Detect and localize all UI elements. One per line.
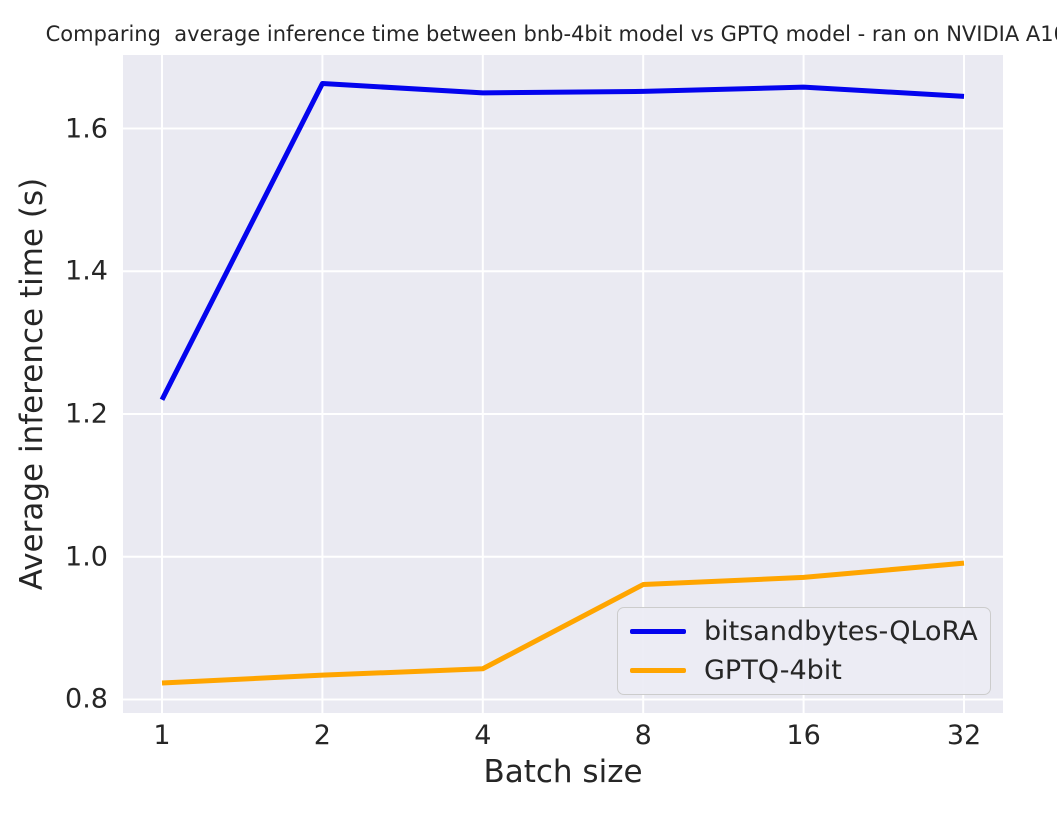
legend-label: bitsandbytes-QLoRA bbox=[704, 616, 978, 647]
x-tick-label: 16 bbox=[786, 720, 821, 751]
y-tick-label: 1.4 bbox=[65, 255, 108, 287]
y-tick-label: 0.8 bbox=[65, 683, 108, 715]
legend-item: bitsandbytes-QLoRA bbox=[630, 616, 978, 647]
y-axis-label: Average inference time (s) bbox=[14, 177, 50, 591]
x-tick-label: 32 bbox=[946, 720, 982, 751]
legend-swatch-line-icon bbox=[630, 668, 686, 673]
x-tick-label: 8 bbox=[634, 720, 652, 751]
x-tick-label: 2 bbox=[313, 720, 331, 751]
x-tick-label: 1 bbox=[153, 720, 171, 751]
legend-swatch-line-icon bbox=[630, 629, 686, 634]
legend-label: GPTQ-4bit bbox=[704, 655, 842, 686]
y-tick-label: 1.2 bbox=[65, 398, 108, 430]
legend-item: GPTQ-4bit bbox=[630, 655, 978, 686]
legend: bitsandbytes-QLoRA GPTQ-4bit bbox=[617, 607, 991, 695]
chart-title: Comparing average inference time between… bbox=[45, 22, 1057, 46]
y-tick-label: 1.6 bbox=[65, 113, 108, 144]
x-tick-label: 4 bbox=[474, 720, 492, 751]
x-axis-label: Batch size bbox=[483, 754, 643, 790]
y-tick-label: 1.0 bbox=[65, 541, 108, 573]
plot-area bbox=[123, 55, 1003, 713]
